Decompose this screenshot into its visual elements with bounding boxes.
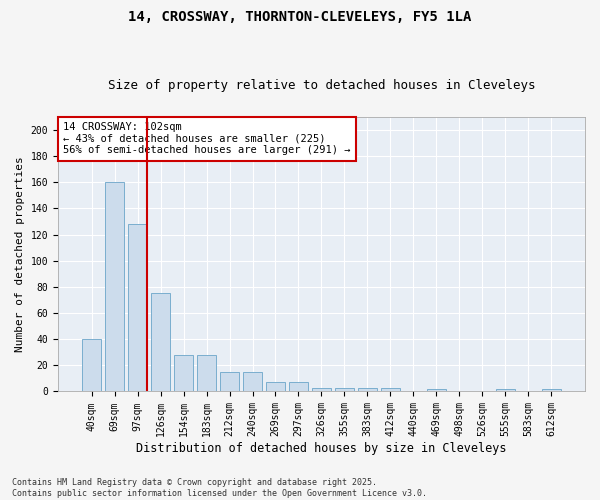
Bar — [151, 294, 170, 392]
Bar — [542, 389, 561, 392]
Y-axis label: Number of detached properties: Number of detached properties — [15, 156, 25, 352]
Bar — [380, 388, 400, 392]
Text: 14 CROSSWAY: 102sqm
← 43% of detached houses are smaller (225)
56% of semi-detac: 14 CROSSWAY: 102sqm ← 43% of detached ho… — [63, 122, 350, 156]
X-axis label: Distribution of detached houses by size in Cleveleys: Distribution of detached houses by size … — [136, 442, 507, 455]
Bar — [128, 224, 148, 392]
Bar — [220, 372, 239, 392]
Text: 14, CROSSWAY, THORNTON-CLEVELEYS, FY5 1LA: 14, CROSSWAY, THORNTON-CLEVELEYS, FY5 1L… — [128, 10, 472, 24]
Title: Size of property relative to detached houses in Cleveleys: Size of property relative to detached ho… — [108, 79, 535, 92]
Bar — [311, 388, 331, 392]
Bar — [427, 389, 446, 392]
Bar — [289, 382, 308, 392]
Bar — [496, 389, 515, 392]
Bar — [82, 339, 101, 392]
Bar — [105, 182, 124, 392]
Bar — [335, 388, 354, 392]
Text: Contains HM Land Registry data © Crown copyright and database right 2025.
Contai: Contains HM Land Registry data © Crown c… — [12, 478, 427, 498]
Bar — [358, 388, 377, 392]
Bar — [243, 372, 262, 392]
Bar — [197, 355, 217, 392]
Bar — [174, 355, 193, 392]
Bar — [266, 382, 285, 392]
